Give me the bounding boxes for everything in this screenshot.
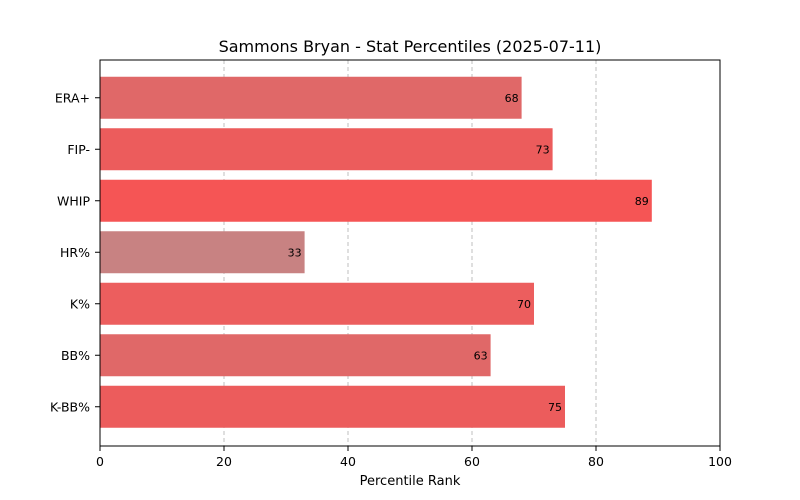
y-tick-label: ERA+: [55, 90, 90, 105]
x-tick-label: 100: [708, 454, 732, 469]
y-tick-label: BB%: [61, 348, 90, 363]
x-tick-label: 40: [340, 454, 356, 469]
bar-k-bb-: [100, 385, 565, 428]
bar-era-: [100, 76, 522, 119]
x-axis-ticks: 0 20 40 60 80 100: [96, 446, 732, 469]
x-tick-label: 60: [464, 454, 480, 469]
plot-frame: [99, 59, 721, 447]
data-label: 33: [288, 246, 302, 259]
y-tick-label: WHIP: [57, 193, 90, 208]
y-tick-label: K-BB%: [50, 399, 90, 414]
bars: 68 73 89 33 70 63 75: [100, 76, 652, 428]
bar-bb-: [100, 334, 491, 377]
bar-k-: [100, 282, 534, 325]
bar-whip: [100, 179, 652, 222]
x-tick-label: 80: [588, 454, 604, 469]
y-tick-label: HR%: [60, 245, 90, 260]
chart-title: Sammons Bryan - Stat Percentiles (2025-0…: [219, 37, 602, 56]
y-tick-label: K%: [70, 296, 90, 311]
x-tick-label: 0: [96, 454, 104, 469]
y-tick-label: FIP-: [67, 142, 90, 157]
data-label: 63: [474, 349, 488, 362]
data-label: 68: [505, 92, 519, 105]
data-label: 75: [548, 401, 562, 414]
bar-hr-: [100, 231, 305, 274]
x-tick-label: 20: [216, 454, 232, 469]
data-label: 73: [536, 143, 550, 156]
bar-fip-: [100, 128, 553, 171]
data-label: 89: [635, 195, 649, 208]
y-axis-ticks: ERA+ FIP- WHIP HR% K% BB% K-BB%: [50, 90, 100, 414]
x-axis-label: Percentile Rank: [360, 474, 461, 489]
data-label: 70: [517, 298, 531, 311]
